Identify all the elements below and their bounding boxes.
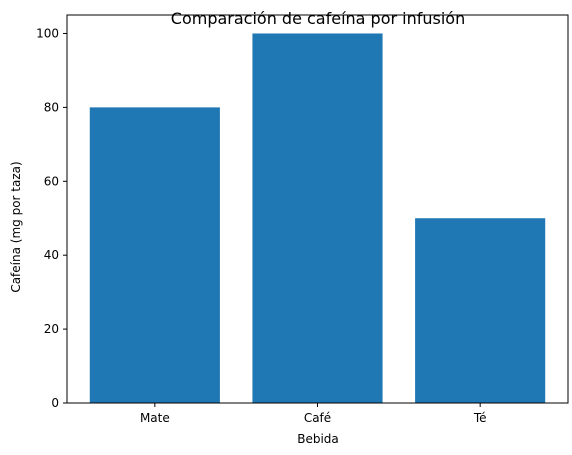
- bar-0: [89, 107, 220, 403]
- y-tick-label: 100: [36, 26, 59, 40]
- y-axis-label: Cafeína (mg por taza): [9, 161, 23, 292]
- y-axis-ticks: 0 20 40 60 80 100: [36, 26, 67, 410]
- bar-2: [415, 218, 546, 403]
- chart-title: Comparación de cafeína por infusión: [171, 9, 465, 28]
- plot-frame: [66, 14, 569, 404]
- x-tick-label: Té: [473, 411, 487, 425]
- bar-1: [252, 33, 383, 403]
- y-tick-label: 60: [44, 174, 59, 188]
- y-tick-label: 80: [44, 100, 59, 114]
- y-tick-label: 40: [44, 248, 59, 262]
- y-tick-label: 0: [51, 396, 59, 410]
- bars-layer: [89, 33, 546, 403]
- y-tick-label: 20: [44, 322, 59, 336]
- x-tick-label: Café: [304, 411, 331, 425]
- x-tick-label: Mate: [140, 411, 170, 425]
- x-axis-ticks: Mate Café Té: [140, 403, 487, 425]
- x-axis-label: Bebida: [297, 432, 339, 446]
